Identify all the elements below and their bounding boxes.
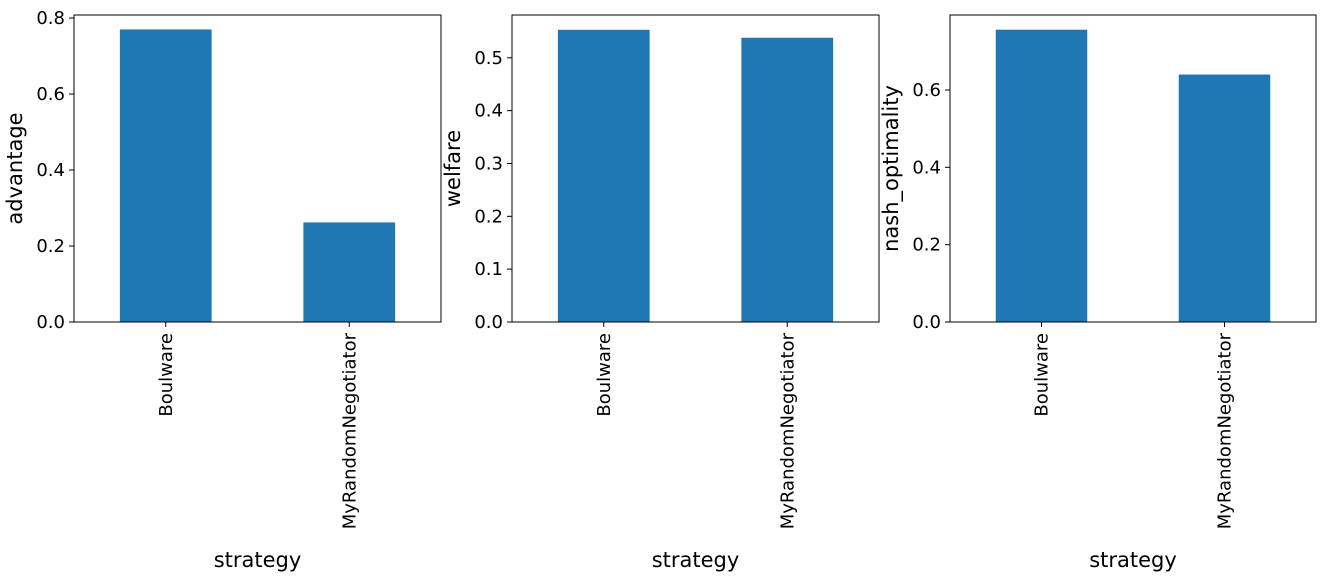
y-axis-label: welfare (441, 130, 465, 207)
y-tick-label: 0.2 (912, 235, 941, 256)
y-tick-label: 0.0 (36, 312, 65, 333)
x-tick-label: MyRandomNegotiator (339, 332, 360, 529)
y-tick-label: 0.3 (474, 153, 503, 174)
bar-boulware (995, 29, 1088, 323)
x-axis-label: strategy (652, 548, 740, 572)
bar-boulware (557, 29, 650, 323)
y-tick-label: 0.8 (36, 8, 65, 29)
y-tick-label: 0.4 (474, 101, 503, 122)
x-tick-label: Boulware (156, 333, 177, 417)
y-tick-label: 0.1 (474, 259, 503, 280)
y-tick-label: 0.0 (912, 312, 941, 333)
x-tick-label: MyRandomNegotiator (1215, 332, 1236, 529)
chart-panel-3: 0.0 0.2 0.4 0.6 Boulware MyRandomNegotiator st… (879, 14, 1317, 572)
bar-boulware (119, 29, 212, 323)
y-tick-label: 0.2 (36, 236, 65, 257)
x-tick-label: Boulware (594, 333, 615, 417)
plot-frame (949, 14, 1317, 323)
x-tick-label: MyRandomNegotiator (777, 332, 798, 529)
y-tick-label: 0.4 (912, 157, 941, 178)
y-tick-label: 0.6 (36, 84, 65, 105)
x-axis-label: strategy (214, 548, 302, 572)
chart-panel-2: 0.0 0.1 0.2 0.3 0.4 0.5 Boulware MyRandomNegoti… (441, 14, 880, 572)
y-tick-label: 0.6 (912, 80, 941, 101)
plot-frame (511, 14, 880, 323)
bar-myrandomnegotiator (1178, 74, 1271, 322)
y-tick-label: 0.5 (474, 48, 503, 69)
y-tick-label: 0.2 (474, 206, 503, 227)
y-tick-label: 0.0 (474, 312, 503, 333)
y-axis-label: nash_optimality (879, 85, 904, 252)
bar-myrandomnegotiator (741, 37, 834, 323)
x-tick-label: Boulware (1032, 333, 1053, 417)
y-axis-label: advantage (3, 112, 27, 224)
x-axis-label: strategy (1089, 548, 1177, 572)
plot-frame (73, 14, 442, 323)
bar-myrandomnegotiator (303, 222, 396, 322)
y-tick-label: 0.4 (36, 160, 65, 181)
chart-panel-1: 0.0 0.2 0.4 0.6 0.8 Boulware MyRandomNegotiato… (3, 8, 442, 572)
